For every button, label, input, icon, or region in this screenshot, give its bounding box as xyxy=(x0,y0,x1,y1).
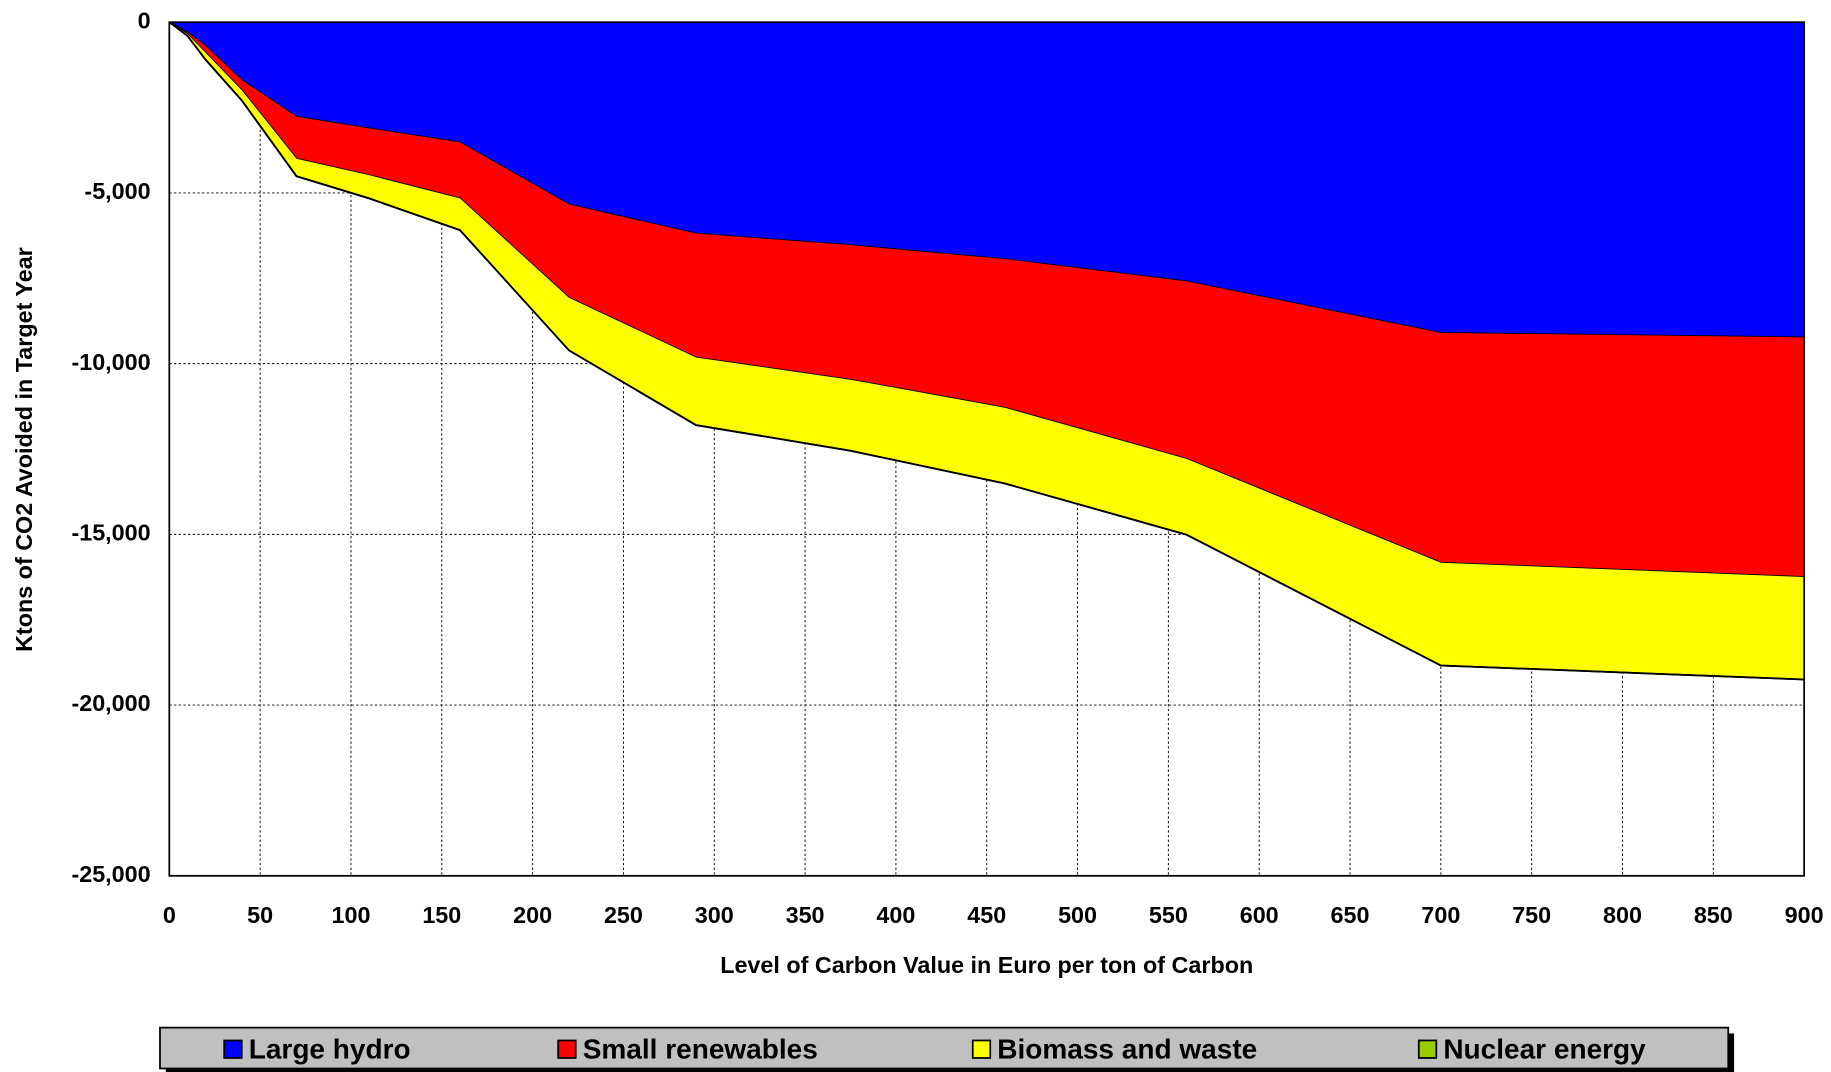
y-tick-label: -5,000 xyxy=(84,178,150,204)
area-edge xyxy=(168,21,1805,681)
x-tick-label: 850 xyxy=(1694,902,1733,928)
y-axis-title: Ktons of CO2 Avoided in Target Year xyxy=(11,247,37,652)
x-tick-label: 750 xyxy=(1512,902,1551,928)
legend-swatch xyxy=(223,1039,243,1059)
legend-box xyxy=(159,1026,1730,1070)
legend-swatch xyxy=(971,1039,992,1059)
x-tick-label: 550 xyxy=(1149,902,1188,928)
x-tick-label: 800 xyxy=(1603,902,1642,928)
legend-label: Nuclear energy xyxy=(1443,1033,1646,1064)
x-tick-label: 400 xyxy=(876,902,915,928)
x-tick-label: 50 xyxy=(247,902,273,928)
y-tick-label: 0 xyxy=(138,7,151,33)
y-tick-label: -15,000 xyxy=(71,520,150,546)
x-tick-label: 150 xyxy=(422,902,461,928)
legend: Large hydro Small renewables Biomass and w… xyxy=(159,1026,1735,1072)
x-tick-label: 300 xyxy=(695,902,734,928)
legend-label: Biomass and waste xyxy=(997,1033,1257,1064)
legend-label: Large hydro xyxy=(249,1033,411,1064)
x-tick-label: 100 xyxy=(331,902,370,928)
x-tick-label: 650 xyxy=(1331,902,1370,928)
area xyxy=(169,22,1805,578)
x-tick-label: 250 xyxy=(604,902,643,928)
x-tick-label: 900 xyxy=(1785,902,1824,928)
area xyxy=(169,22,1805,338)
x-axis-title: Level of Carbon Value in Euro per ton of… xyxy=(720,952,1253,978)
legend-swatch xyxy=(1417,1039,1438,1059)
x-tick-label: 200 xyxy=(513,902,552,928)
x-tick-label: 450 xyxy=(967,902,1006,928)
area xyxy=(169,22,1805,680)
x-tick-label: 350 xyxy=(786,902,825,928)
x-tick-label: 500 xyxy=(1058,902,1097,928)
x-tick-label: 0 xyxy=(163,902,176,928)
x-tick-label: 600 xyxy=(1240,902,1279,928)
y-tick-label: -10,000 xyxy=(71,349,150,375)
y-tick-label: -25,000 xyxy=(71,861,150,887)
x-tick-label: 700 xyxy=(1421,902,1460,928)
plot-frame xyxy=(168,21,1806,877)
y-tick-label: -20,000 xyxy=(71,690,150,716)
legend-label: Small renewables xyxy=(583,1033,818,1064)
legend-swatch xyxy=(557,1039,577,1059)
